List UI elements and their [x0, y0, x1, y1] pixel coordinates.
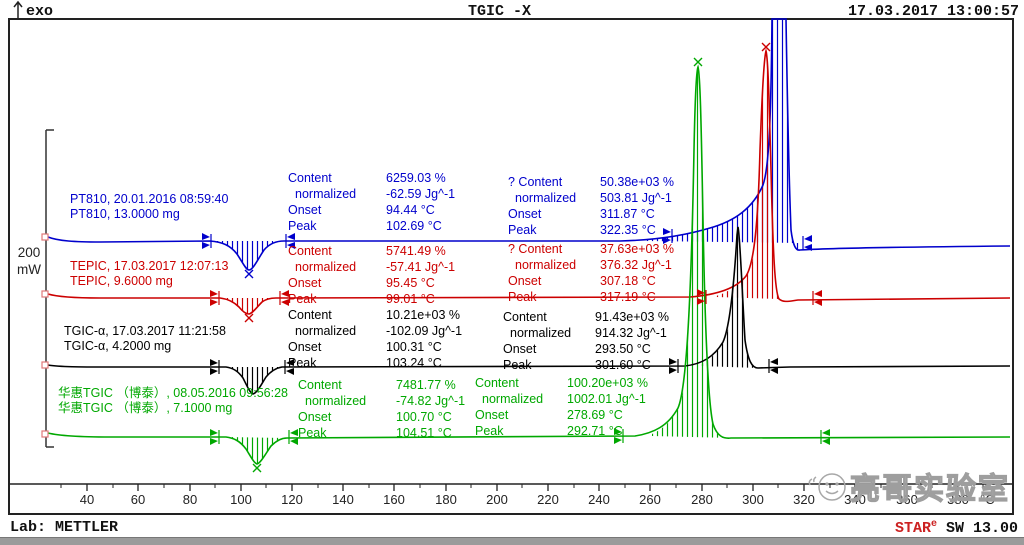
x-tick: 200	[486, 492, 508, 507]
x-tick: 300	[742, 492, 764, 507]
sample-name-line1: 华惠TGIC （博泰）, 08.05.2016 09:56:28	[58, 386, 288, 400]
y-scale-label: 200 mW	[10, 244, 48, 278]
software-sup: e	[930, 519, 937, 530]
sample-label-tepic: TEPIC, 17.03.2017 12:07:13 TEPIC, 9.6000…	[70, 259, 228, 289]
y-scale-value: 200	[17, 245, 41, 260]
x-tick: 40	[79, 492, 95, 507]
sample-name-line2: TGIC-α, 4.2000 mg	[64, 339, 172, 353]
decomp-results-pt810: ? Content 50.38e+03 % normalized 503.81 Jg…	[508, 175, 675, 237]
sample-label-pt810: PT810, 20.01.2016 08:59:40 PT810, 13.000…	[70, 192, 228, 222]
melt-results-huahui-tgic: Content 7481.77 % normalized -74.82 Jg^-1 …	[298, 378, 466, 440]
melt-results-tepic: Content 5741.49 % normalized -57.41 Jg^-1 …	[288, 244, 456, 306]
software-name: STAR	[894, 520, 931, 537]
x-axis-unit: °C	[980, 492, 995, 507]
software-version: STARe SW 13.00	[895, 519, 1018, 537]
x-tick: 360	[896, 492, 918, 507]
sample-name-line2: TEPIC, 9.6000 mg	[70, 274, 173, 288]
exo-up-arrow-icon	[13, 0, 23, 18]
curve-tepic	[47, 48, 1011, 315]
melt-results-tgic-alpha: Content 10.21e+03 % normalized -102.09 Jg^…	[288, 308, 463, 370]
decomp-results-huahui-tgic: Content 100.20e+03 % normalized 1002.01 Jg…	[475, 376, 648, 438]
x-tick: 320	[793, 492, 815, 507]
curve-tgic-alpha	[47, 226, 1011, 395]
sample-label-tgic-alpha: TGIC-α, 17.03.2017 11:21:58 TGIC-α, 4.20…	[64, 324, 226, 354]
x-axis	[10, 483, 1014, 491]
x-tick: 60	[130, 492, 146, 507]
x-tick: 240	[588, 492, 610, 507]
y-scale-bracket	[45, 129, 54, 448]
x-tick: 120	[281, 492, 303, 507]
sample-name-line1: PT810, 20.01.2016 08:59:40	[70, 192, 229, 206]
exo-label: exo	[26, 3, 54, 20]
x-tick: 140	[332, 492, 354, 507]
x-tick: 160	[383, 492, 405, 507]
x-tick: 380	[947, 492, 969, 507]
page-title: TGIC -X	[468, 3, 532, 20]
curve-pt810	[47, 18, 1011, 271]
sample-name-line1: TGIC-α, 17.03.2017 11:21:58	[64, 324, 226, 338]
x-tick: 80	[182, 492, 198, 507]
window-bottom-bar	[0, 537, 1024, 545]
x-tick: 280	[691, 492, 713, 507]
x-tick: 180	[435, 492, 457, 507]
x-tick: 260	[639, 492, 661, 507]
decomp-results-tepic: ? Content 37.63e+03 % normalized 376.32 Jg…	[508, 242, 675, 304]
software-rest: SW 13.00	[936, 520, 1018, 537]
x-tick: 340	[844, 492, 866, 507]
decomp-results-tgic-alpha: Content 91.43e+03 % normalized 914.32 Jg^-…	[503, 310, 670, 372]
lab-label: Lab: METTLER	[10, 519, 119, 536]
sample-name-line1: TEPIC, 17.03.2017 12:07:13	[70, 259, 229, 273]
sample-name-line2: 华惠TGIC （博泰）, 7.1000 mg	[58, 401, 233, 415]
plot-frame	[8, 18, 1014, 515]
x-tick: 220	[537, 492, 559, 507]
y-scale-unit: mW	[17, 262, 41, 277]
sample-label-huahui-tgic: 华惠TGIC （博泰）, 08.05.2016 09:56:28 华惠TGIC …	[58, 386, 288, 416]
curve-huahui-tgic	[47, 64, 1011, 465]
sample-name-line2: PT810, 13.0000 mg	[70, 207, 180, 221]
x-tick: 100	[230, 492, 252, 507]
timestamp: 17.03.2017 13:00:57	[847, 3, 1019, 20]
melt-results-pt810: Content 6259.03 % normalized -62.59 Jg^-1 …	[288, 171, 456, 233]
